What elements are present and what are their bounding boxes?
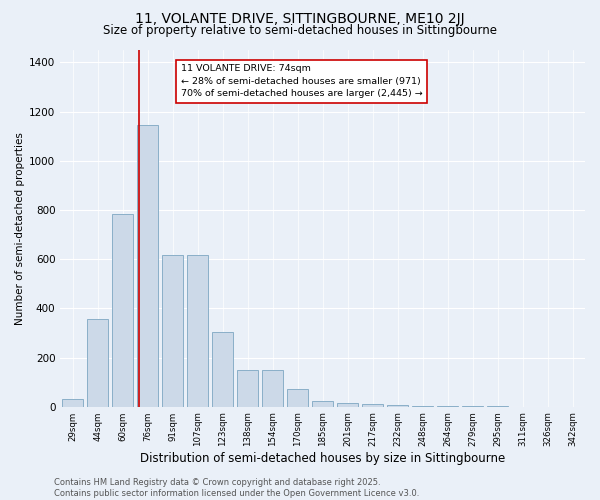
- Text: Size of property relative to semi-detached houses in Sittingbourne: Size of property relative to semi-detach…: [103, 24, 497, 37]
- Bar: [187, 256, 208, 406]
- X-axis label: Distribution of semi-detached houses by size in Sittingbourne: Distribution of semi-detached houses by …: [140, 452, 505, 465]
- Bar: [87, 320, 109, 406]
- Text: 11, VOLANTE DRIVE, SITTINGBOURNE, ME10 2JJ: 11, VOLANTE DRIVE, SITTINGBOURNE, ME10 2…: [135, 12, 465, 26]
- Bar: [162, 256, 184, 406]
- Bar: [337, 403, 358, 406]
- Bar: [312, 400, 333, 406]
- Text: 11 VOLANTE DRIVE: 74sqm
← 28% of semi-detached houses are smaller (971)
70% of s: 11 VOLANTE DRIVE: 74sqm ← 28% of semi-de…: [181, 64, 423, 98]
- Text: Contains HM Land Registry data © Crown copyright and database right 2025.
Contai: Contains HM Land Registry data © Crown c…: [54, 478, 419, 498]
- Bar: [112, 214, 133, 406]
- Bar: [212, 332, 233, 406]
- Y-axis label: Number of semi-detached properties: Number of semi-detached properties: [15, 132, 25, 325]
- Bar: [62, 400, 83, 406]
- Bar: [287, 390, 308, 406]
- Bar: [262, 370, 283, 406]
- Bar: [137, 125, 158, 406]
- Bar: [237, 370, 258, 406]
- Bar: [362, 404, 383, 406]
